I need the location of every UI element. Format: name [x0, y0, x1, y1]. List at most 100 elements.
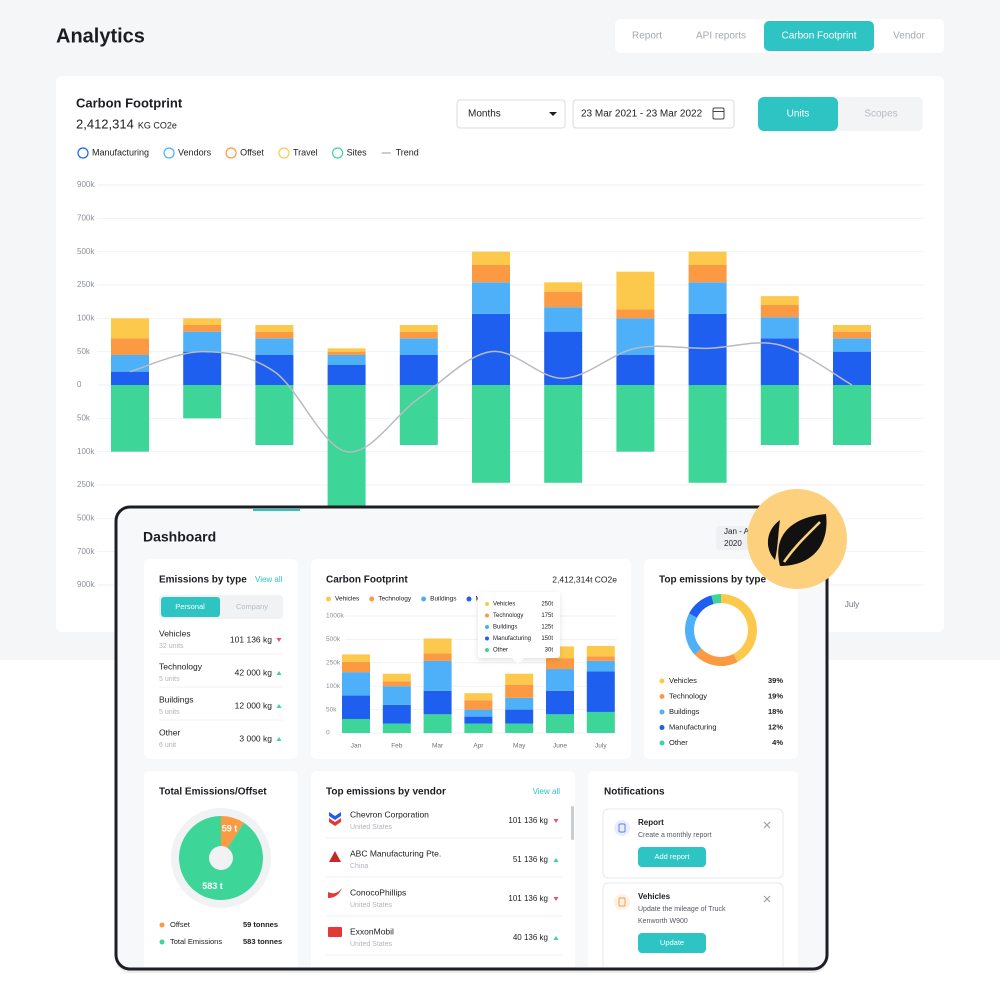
notification-box: [602, 808, 784, 879]
bar-segment: [688, 385, 727, 483]
y-tick-label: 0: [326, 730, 330, 737]
notification-icon: [614, 894, 630, 910]
legend-label[interactable]: Buildings: [430, 596, 457, 603]
tooltip-value: 125t: [541, 625, 553, 631]
bar-segment: [546, 690, 574, 715]
bar-segment: [505, 673, 534, 685]
row-amount: 3 000 kg: [239, 733, 272, 743]
bar-segment: [327, 351, 366, 355]
legend-label[interactable]: Offset: [240, 147, 264, 157]
notification-button[interactable]: [638, 933, 706, 953]
bar-segment: [464, 723, 493, 733]
card-total: 2,412,314t CO2e: [552, 574, 617, 584]
tooltip-pointer: [512, 658, 524, 664]
toggle[interactable]: Company: [236, 602, 268, 611]
legend-label[interactable]: Manufacturing: [92, 147, 149, 157]
x-tick-label: Apr: [473, 743, 484, 750]
dashboard-date-year[interactable]: 2020: [724, 539, 742, 548]
bar-segment: [423, 660, 452, 691]
bar-segment: [327, 355, 366, 365]
tooltip-value: 150t: [541, 636, 553, 642]
vendor-logo: [329, 818, 341, 826]
bar-segment: [183, 331, 222, 352]
card-title: Top emissions by vendor: [326, 787, 446, 798]
bar-segment: [423, 714, 452, 733]
y-tick-label: 250k: [77, 480, 95, 489]
dropdown-box[interactable]: [456, 99, 566, 129]
bar-segment: [327, 385, 366, 512]
leaf-badge: [747, 489, 847, 589]
scrollbar[interactable]: [571, 806, 574, 840]
card-title: Notifications: [604, 787, 665, 798]
tooltip-dot: [485, 636, 489, 641]
dashboard-date[interactable]: Jan - A: [724, 527, 750, 536]
button-label[interactable]: Add report: [654, 852, 690, 861]
legend-value: 4%: [772, 738, 783, 747]
close-button[interactable]: [763, 895, 771, 903]
notification-button[interactable]: [638, 847, 706, 867]
legend-label: Vehicles: [669, 676, 697, 685]
tooltip-dot: [485, 602, 489, 606]
date-picker[interactable]: 23 Mar 2021 - 23 Mar 2022: [572, 99, 735, 129]
card-title: Top emissions by type: [659, 575, 766, 586]
legend-value: 583 tonnes: [243, 937, 282, 946]
toggle[interactable]: Units: [787, 109, 810, 120]
date-range[interactable]: 23 Mar 2021 - 23 Mar 2022: [581, 109, 703, 120]
legend-label[interactable]: Travel: [293, 147, 318, 157]
view-all[interactable]: View all: [255, 575, 283, 584]
tab[interactable]: Report: [632, 31, 662, 42]
bar-segment: [760, 385, 799, 445]
toggle-active[interactable]: [161, 597, 220, 617]
tab-active[interactable]: [764, 21, 874, 51]
bar-segment: [342, 654, 370, 662]
period-dropdown[interactable]: Months: [456, 99, 566, 129]
toggle[interactable]: Scopes: [864, 109, 897, 120]
calendar-icon: [712, 107, 725, 120]
tab[interactable]: API reports: [696, 31, 746, 42]
bar-segment: [688, 282, 727, 314]
bar-segment: [546, 658, 574, 670]
notification-text: Update the mileage of Truck: [638, 906, 726, 913]
legend-label[interactable]: Trend: [396, 147, 419, 157]
bar-segment: [544, 282, 583, 292]
legend-label: Total Emissions: [170, 937, 222, 946]
dropdown-label[interactable]: Months: [468, 109, 501, 120]
legend-label[interactable]: Technology: [378, 596, 412, 603]
bar-segment: [111, 371, 149, 385]
x-tick-label: June: [553, 743, 567, 750]
bar-segment: [546, 714, 574, 733]
legend-label[interactable]: Vendors: [178, 147, 212, 157]
bar-segment: [464, 709, 493, 717]
bar-segment: [586, 660, 615, 672]
y-tick-label: 900k: [77, 180, 95, 189]
view-all[interactable]: View all: [533, 787, 561, 796]
tab[interactable]: Vendor: [893, 31, 925, 42]
legend-label: Buildings: [669, 707, 700, 716]
date-box[interactable]: [572, 99, 735, 129]
button-label[interactable]: Update: [660, 938, 684, 947]
bar-segment: [760, 296, 799, 305]
legend-label[interactable]: Vehicles: [335, 596, 360, 603]
legend-label: Technology: [669, 691, 707, 700]
bar-segment: [616, 271, 655, 310]
row-name: Buildings: [159, 694, 194, 704]
slice: [178, 816, 263, 901]
y-tick-label: 500k: [77, 247, 95, 256]
bar-segment: [760, 338, 799, 385]
legend-label: Other: [669, 738, 688, 747]
row-units: 5 units: [159, 709, 180, 716]
legend-label[interactable]: Sites: [347, 147, 368, 157]
legend-value: 39%: [768, 676, 783, 685]
x-tick-label: May: [513, 743, 526, 750]
toggle-active[interactable]: [758, 97, 838, 131]
bar-segment: [472, 282, 510, 314]
frame-accent: [253, 509, 300, 511]
tab[interactable]: Carbon Footprint: [781, 31, 856, 42]
close-button[interactable]: [763, 821, 771, 829]
legend-marker: [163, 147, 175, 159]
bar-segment: [505, 709, 534, 724]
slice: [711, 594, 721, 605]
bar-segment: [586, 656, 615, 661]
notification-glyph: [618, 823, 626, 833]
toggle[interactable]: Personal: [175, 602, 205, 611]
